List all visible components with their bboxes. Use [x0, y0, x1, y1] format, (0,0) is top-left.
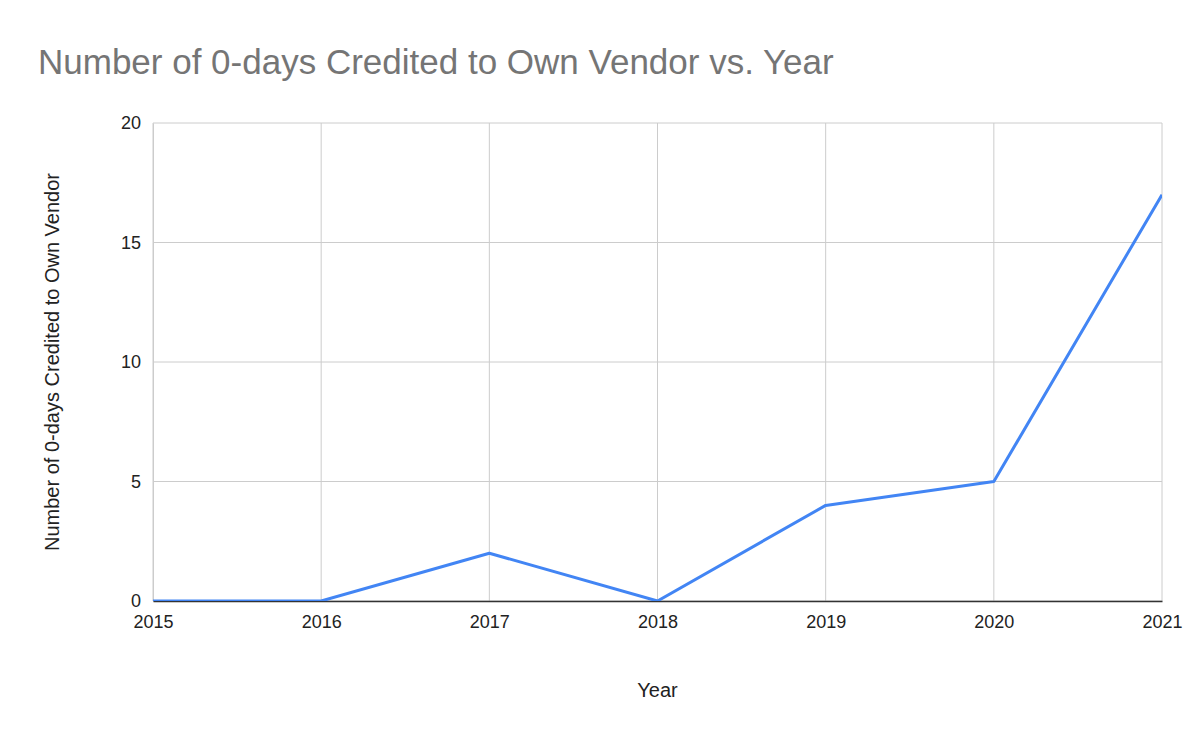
- x-tick-label: 2019: [806, 612, 846, 632]
- x-grid-line: [657, 123, 658, 601]
- y-tick: 15: [121, 233, 153, 253]
- x-grid-line: [153, 123, 154, 601]
- y-tick: 0: [131, 591, 153, 611]
- x-axis-title: Year: [637, 679, 678, 701]
- x-tick: 2019: [806, 601, 846, 632]
- x-tick: 2015: [133, 601, 173, 632]
- x-tick: 2017: [470, 601, 510, 632]
- x-tick: 2021: [1142, 601, 1182, 632]
- grid: [153, 123, 1162, 601]
- y-axis: 0 5 10 15 20: [121, 113, 154, 611]
- y-tick-label: 10: [121, 352, 141, 372]
- y-tick-label: 0: [131, 591, 141, 611]
- y-axis-line: [153, 124, 154, 602]
- x-tick-label: 2020: [974, 612, 1014, 632]
- x-grid-line: [993, 123, 994, 601]
- plot-area: 0 5 10 15 20 2015 2016 2017 2018 2019 2020 2021: [121, 113, 1183, 632]
- x-tick-label: 2018: [638, 612, 678, 632]
- series: [153, 195, 1162, 601]
- x-grid-line: [489, 123, 490, 601]
- x-tick-label: 2015: [133, 612, 173, 632]
- y-tick: 10: [121, 352, 153, 372]
- y-axis-title: Number of 0-days Credited to Own Vendor: [41, 173, 63, 551]
- x-grid-line: [825, 123, 826, 601]
- y-tick: 5: [131, 472, 153, 492]
- x-tick: 2016: [302, 601, 342, 632]
- data-line: [153, 195, 1162, 601]
- y-tick-label: 5: [131, 472, 141, 492]
- y-tick: 20: [121, 113, 153, 133]
- x-tick-label: 2021: [1142, 612, 1182, 632]
- x-tick-label: 2016: [302, 612, 342, 632]
- chart: 0 5 10 15 20 2015 2016 2017 2018 2019 2020 2021 Numb…: [0, 0, 1200, 742]
- x-tick: 2018: [638, 601, 678, 632]
- chart-title: Number of 0-days Credited to Own Vendor …: [38, 42, 834, 81]
- y-tick-label: 15: [121, 233, 141, 253]
- x-tick: 2020: [974, 601, 1014, 632]
- y-tick-label: 20: [121, 113, 141, 133]
- x-grid-line: [321, 123, 322, 601]
- x-axis: 2015 2016 2017 2018 2019 2020 2021: [133, 601, 1182, 632]
- x-tick-label: 2017: [470, 612, 510, 632]
